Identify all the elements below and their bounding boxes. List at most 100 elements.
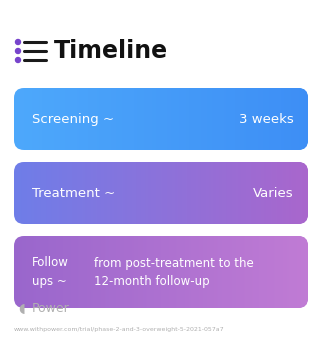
Bar: [54, 162, 56, 224]
Bar: [246, 236, 248, 308]
Bar: [116, 162, 117, 224]
Bar: [133, 236, 135, 308]
Bar: [52, 236, 54, 308]
Bar: [305, 236, 307, 308]
Bar: [280, 236, 281, 308]
Bar: [148, 236, 150, 308]
Bar: [101, 88, 103, 150]
Bar: [253, 162, 255, 224]
Bar: [303, 88, 305, 150]
Bar: [16, 88, 18, 150]
Bar: [187, 88, 188, 150]
Bar: [96, 88, 98, 150]
Bar: [228, 236, 230, 308]
Text: Varies: Varies: [253, 186, 294, 200]
Bar: [196, 236, 198, 308]
Bar: [47, 162, 49, 224]
Bar: [154, 236, 156, 308]
Text: 3 weeks: 3 weeks: [239, 112, 294, 126]
Bar: [307, 88, 308, 150]
Bar: [173, 236, 174, 308]
Bar: [67, 162, 68, 224]
Bar: [142, 88, 144, 150]
Bar: [167, 236, 168, 308]
Bar: [265, 162, 266, 224]
Bar: [77, 236, 78, 308]
Bar: [71, 162, 72, 224]
Bar: [15, 236, 16, 308]
Bar: [202, 236, 204, 308]
Bar: [163, 162, 164, 224]
Bar: [72, 88, 73, 150]
Bar: [72, 236, 73, 308]
Bar: [44, 88, 46, 150]
Bar: [306, 236, 308, 308]
Bar: [232, 162, 233, 224]
Bar: [156, 88, 157, 150]
Bar: [213, 162, 214, 224]
Bar: [243, 162, 245, 224]
Bar: [267, 88, 268, 150]
Bar: [51, 88, 53, 150]
Bar: [303, 236, 305, 308]
Bar: [284, 162, 285, 224]
Bar: [157, 162, 159, 224]
Bar: [97, 162, 99, 224]
Bar: [158, 162, 160, 224]
Bar: [289, 88, 291, 150]
Bar: [264, 236, 265, 308]
Bar: [213, 236, 214, 308]
Bar: [48, 236, 50, 308]
Bar: [210, 162, 212, 224]
Bar: [270, 88, 271, 150]
Bar: [147, 88, 149, 150]
Bar: [285, 162, 287, 224]
Bar: [22, 236, 23, 308]
Bar: [161, 88, 163, 150]
Bar: [141, 162, 143, 224]
Bar: [259, 162, 260, 224]
Bar: [140, 162, 141, 224]
Bar: [193, 88, 195, 150]
Bar: [37, 88, 39, 150]
Bar: [115, 162, 116, 224]
Bar: [180, 236, 181, 308]
Bar: [113, 88, 115, 150]
Bar: [212, 162, 213, 224]
Text: Treatment ~: Treatment ~: [32, 186, 115, 200]
Bar: [44, 162, 45, 224]
Bar: [300, 88, 302, 150]
Bar: [103, 236, 105, 308]
Bar: [93, 236, 95, 308]
Bar: [127, 236, 128, 308]
Bar: [192, 162, 194, 224]
Bar: [222, 162, 223, 224]
Bar: [35, 236, 36, 308]
Bar: [204, 236, 205, 308]
Bar: [31, 88, 32, 150]
Bar: [249, 88, 251, 150]
Bar: [84, 162, 85, 224]
Bar: [207, 162, 209, 224]
Bar: [284, 236, 286, 308]
Bar: [40, 162, 42, 224]
Bar: [102, 162, 104, 224]
Bar: [276, 236, 278, 308]
Bar: [262, 88, 263, 150]
Bar: [121, 88, 122, 150]
Bar: [252, 162, 254, 224]
Bar: [226, 162, 227, 224]
Bar: [261, 236, 262, 308]
Bar: [158, 88, 160, 150]
Bar: [185, 162, 186, 224]
Bar: [92, 88, 93, 150]
Bar: [141, 88, 143, 150]
Bar: [144, 162, 146, 224]
Bar: [245, 162, 247, 224]
Bar: [128, 88, 129, 150]
Bar: [21, 88, 22, 150]
Bar: [179, 236, 180, 308]
Bar: [132, 236, 133, 308]
Bar: [78, 88, 79, 150]
Bar: [290, 236, 292, 308]
